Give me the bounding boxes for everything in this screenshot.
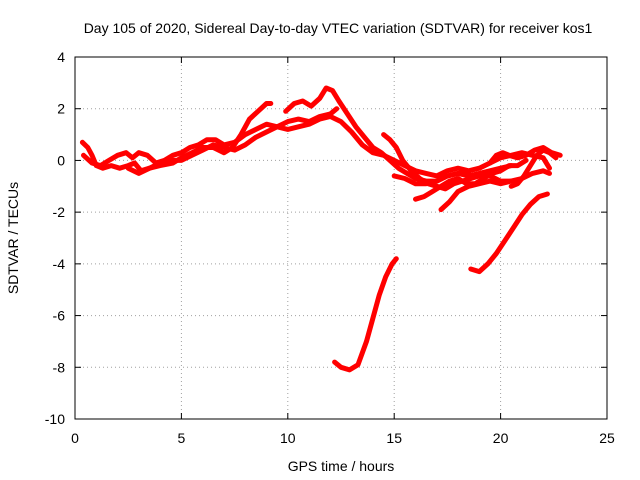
x-tick-label: 5	[178, 430, 186, 446]
y-tick-label: -10	[45, 411, 65, 427]
y-tick-labels: -10 -8 -6 -4 -2 0 2 4	[45, 49, 65, 427]
series-arc-12	[508, 147, 559, 189]
x-axis-label: GPS time / hours	[288, 458, 395, 474]
series-arc-7	[391, 163, 514, 187]
series-arc-3	[125, 114, 552, 179]
x-tick-label: 0	[71, 430, 79, 446]
y-tick-label: 2	[57, 101, 65, 117]
y-tick-label: 4	[57, 49, 65, 65]
y-tick-label: -8	[53, 359, 66, 375]
y-tick-label: -6	[53, 308, 66, 324]
x-tick-label: 15	[386, 430, 402, 446]
series-arc-4	[283, 85, 472, 184]
data-series	[79, 85, 563, 373]
y-tick-label: -4	[53, 256, 66, 272]
chart-title: Day 105 of 2020, Sidereal Day-to-day VTE…	[84, 20, 593, 36]
x-tick-label: 25	[599, 430, 615, 446]
series-arc-9	[438, 168, 552, 213]
axis-ticks	[74, 56, 608, 420]
y-tick-label: -2	[53, 204, 66, 220]
plot-frame	[74, 56, 608, 420]
series-arc-5	[332, 256, 399, 373]
x-tick-label: 10	[280, 430, 296, 446]
y-tick-label: 0	[57, 152, 65, 168]
series-arc-10	[468, 191, 550, 275]
series-arc-2	[81, 106, 340, 169]
y-axis-label: SDTVAR / TECUs	[5, 182, 21, 294]
x-tick-labels: 0 5 10 15 20 25	[71, 430, 615, 446]
x-tick-label: 20	[493, 430, 509, 446]
